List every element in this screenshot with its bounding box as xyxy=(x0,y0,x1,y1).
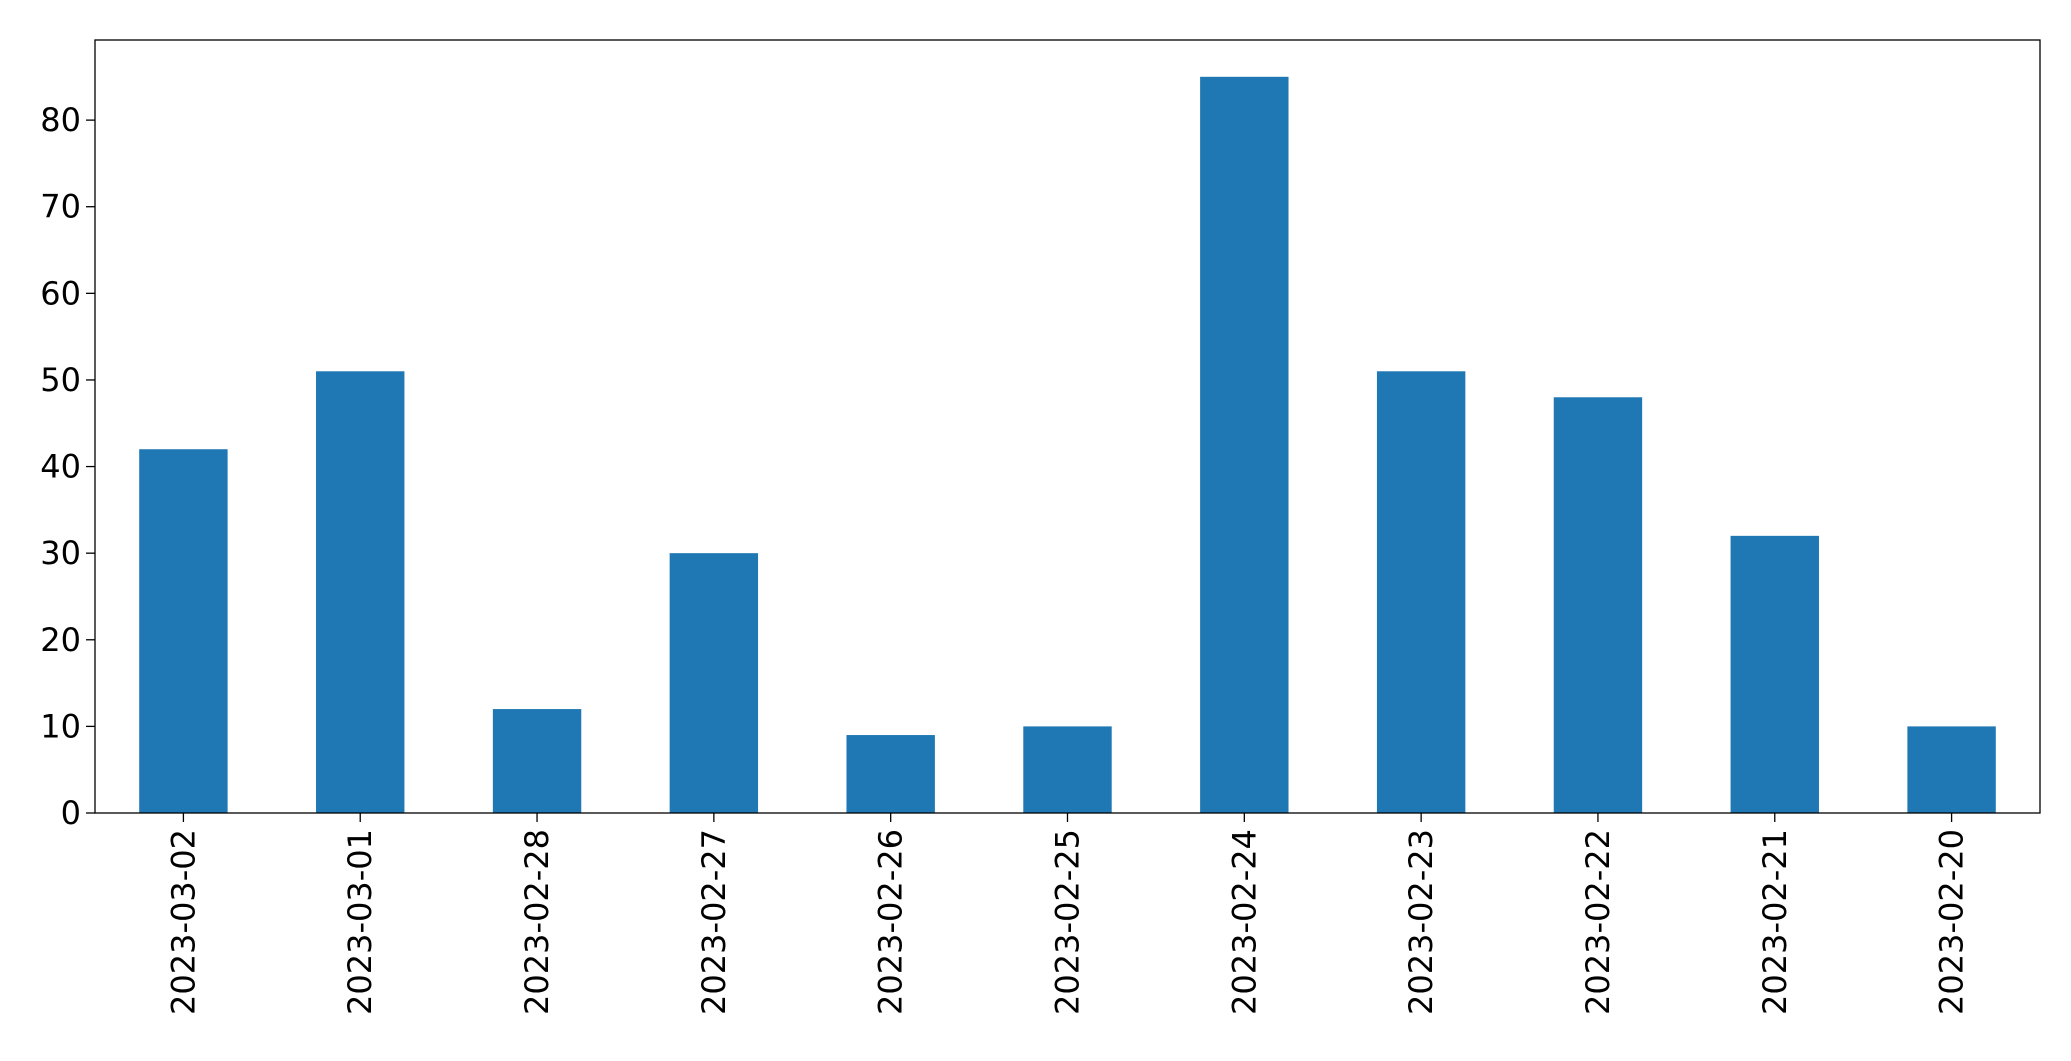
bar-2023-02-20 xyxy=(1907,726,1996,813)
bar-2023-02-25 xyxy=(1023,726,1112,813)
x-tick-label: 2023-02-24 xyxy=(1225,829,1263,1015)
y-axis: 0 10 20 30 40 50 60 70 80 xyxy=(40,101,95,832)
x-tick-label: 2023-03-01 xyxy=(341,829,379,1015)
bar-2023-02-26 xyxy=(846,735,935,813)
bar-2023-02-24 xyxy=(1200,76,1289,814)
y-tick-label: 70 xyxy=(40,188,81,226)
x-tick-label: 2023-02-22 xyxy=(1579,829,1617,1015)
x-axis: 2023-03-02 2023-03-01 2023-02-28 2023-02-27… xyxy=(164,813,1971,1015)
y-tick-label: 80 xyxy=(40,101,81,139)
y-tick-label: 20 xyxy=(40,621,81,659)
x-tick-label: 2023-03-02 xyxy=(164,829,202,1015)
y-tick-label: 30 xyxy=(40,534,81,572)
bars-group xyxy=(139,76,1996,814)
bar-2023-02-22 xyxy=(1553,397,1643,813)
x-tick-label: 2023-02-23 xyxy=(1402,829,1440,1015)
y-tick-label: 50 xyxy=(40,361,81,399)
x-tick-label: 2023-02-21 xyxy=(1756,829,1794,1015)
plot-frame xyxy=(94,39,2041,814)
y-tick-label: 60 xyxy=(40,274,81,312)
bar-2023-02-21 xyxy=(1730,535,1819,813)
bar-2023-02-28 xyxy=(492,709,582,813)
y-tick-label: 40 xyxy=(40,448,81,486)
bar-2023-03-02 xyxy=(139,449,228,813)
x-tick-label: 2023-02-28 xyxy=(518,829,556,1015)
x-tick-label: 2023-02-27 xyxy=(695,829,733,1015)
bar-2023-02-27 xyxy=(669,553,759,813)
x-tick-label: 2023-02-26 xyxy=(872,829,910,1015)
x-tick-label: 2023-02-20 xyxy=(1933,829,1971,1015)
y-tick-label: 10 xyxy=(40,707,81,745)
bar-2023-02-23 xyxy=(1376,371,1466,813)
y-tick-label: 0 xyxy=(61,794,81,832)
x-tick-label: 2023-02-25 xyxy=(1049,829,1087,1015)
bar-2023-03-01 xyxy=(316,371,405,813)
